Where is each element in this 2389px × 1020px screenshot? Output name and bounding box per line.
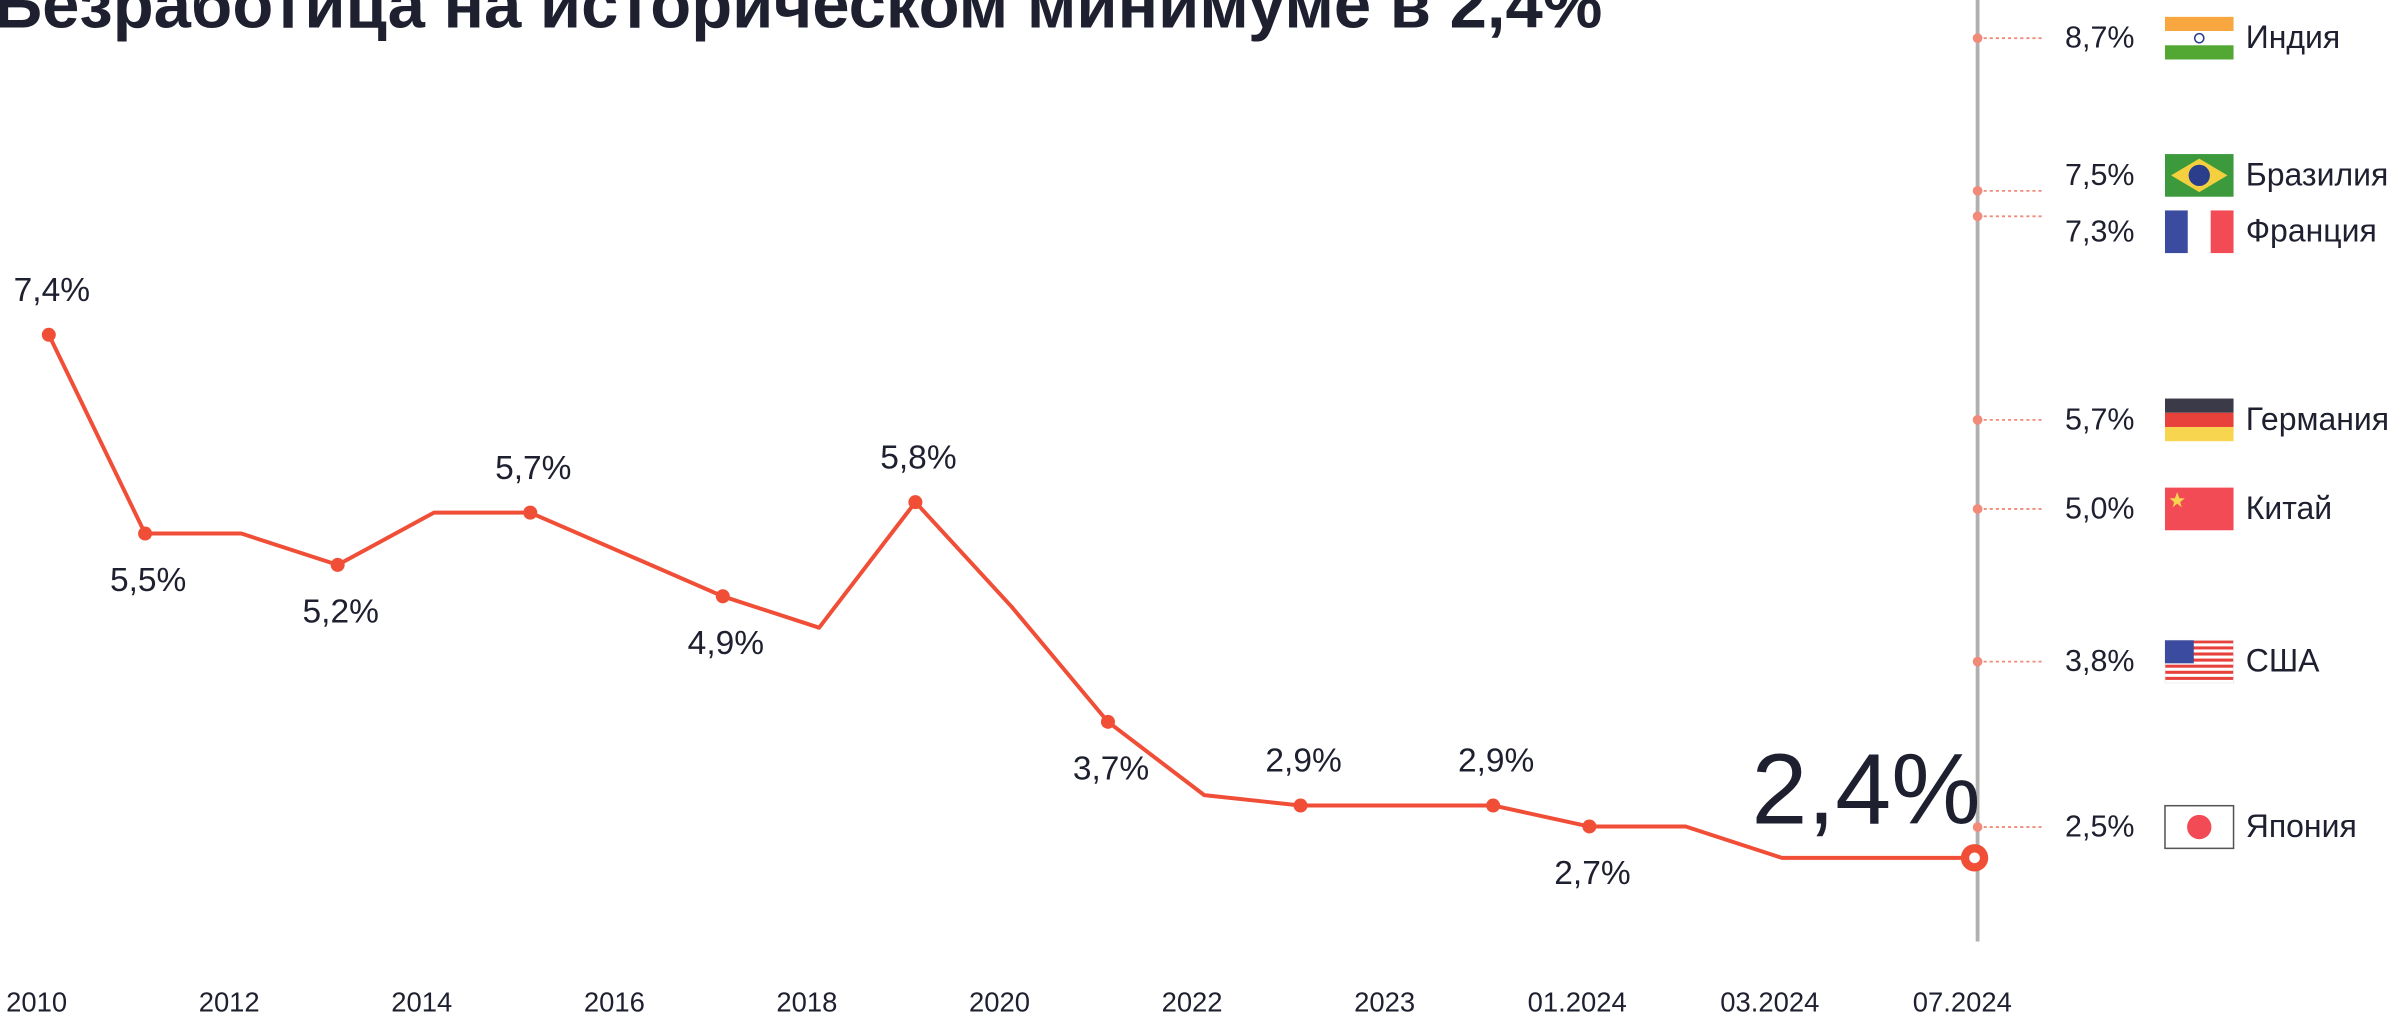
x-tick-label: 2020 (969, 986, 1030, 1017)
flag-part (2164, 670, 2234, 674)
flag-part (2164, 664, 2234, 668)
flag-part (2193, 32, 2205, 44)
line (47, 333, 1975, 860)
value-label: 5,0% (2065, 492, 2134, 526)
flag (2164, 639, 2234, 684)
flag-part (2164, 640, 2194, 664)
flag (2164, 487, 2234, 531)
flag-part (2188, 164, 2210, 187)
point (1972, 504, 1983, 514)
point (1582, 819, 1597, 834)
x-tick-label: 2012 (199, 986, 260, 1017)
x-tick-label: 2018 (776, 986, 837, 1017)
flag-part (2164, 676, 2234, 680)
country-label: Германия (2246, 401, 2389, 437)
flag-part (2164, 640, 2234, 644)
x-tick-label: 2016 (584, 986, 645, 1017)
flag-part (2187, 814, 2212, 840)
flag-part (2164, 412, 2234, 427)
point (523, 505, 538, 520)
flag (2164, 16, 2234, 60)
flag-part (2164, 658, 2234, 662)
x-tick-label: 2023 (1354, 986, 1415, 1017)
point (1972, 414, 1983, 425)
flag-part (2187, 210, 2211, 254)
flag-part (2210, 210, 2234, 254)
value-label: 5,2% (303, 594, 379, 631)
value-label: 4,9% (688, 625, 764, 662)
flag-part (2164, 398, 2234, 413)
value-label: 3,7% (1073, 750, 1149, 787)
country-label: Франция (2246, 213, 2377, 249)
flag-part (2164, 16, 2234, 32)
x-tick-label: 07.2024 (1913, 986, 2012, 1017)
value-label: 7,3% (2065, 214, 2134, 248)
point (1100, 714, 1115, 729)
point (908, 495, 923, 510)
x-tick-label: 01.2024 (1528, 986, 1627, 1017)
flag-part (2164, 45, 2234, 60)
flag-part (2164, 646, 2234, 650)
end-marker-center (1969, 852, 1980, 864)
x-tick-label: 2022 (1162, 986, 1223, 1017)
point (715, 589, 730, 604)
flag-part (2164, 487, 2234, 531)
country-label: Индия (2246, 19, 2341, 55)
flag-part (2164, 31, 2234, 46)
point (41, 327, 56, 342)
point (1972, 822, 1983, 832)
value-label: 5,7% (2065, 402, 2134, 436)
value-label: 5,5% (110, 562, 186, 599)
point (1972, 185, 1983, 196)
point (1486, 798, 1501, 813)
flag (2164, 154, 2234, 197)
flag (2164, 210, 2234, 254)
flag (2164, 398, 2234, 442)
point (1972, 211, 1983, 222)
value-label: 2,5% (2065, 810, 2134, 844)
flag-part (2169, 492, 2185, 508)
x-tick-label: 03.2024 (1720, 986, 1819, 1017)
value-label: 7,5% (2065, 158, 2134, 192)
country-label: Бразилия (2246, 156, 2389, 192)
value-label: 2,4% (1751, 733, 1980, 845)
value-label: 3,8% (2065, 644, 2134, 678)
point (1972, 656, 1983, 667)
point (138, 526, 153, 541)
point (1293, 798, 1308, 813)
value-label: 7,4% (14, 272, 90, 309)
flag-part (2164, 426, 2234, 442)
country-label: Япония (2246, 808, 2357, 844)
country-label: США (2246, 643, 2320, 679)
x-tick-label: 2010 (6, 986, 67, 1017)
value-label: 5,7% (495, 450, 571, 487)
flag-part (2164, 652, 2234, 656)
country-label: Китай (2246, 490, 2332, 526)
value-label: 8,7% (2065, 21, 2134, 55)
chart-title: Безработица на историческом минимуме в 2… (0, 0, 1602, 42)
point (1972, 33, 1983, 44)
x-tick-label: 2014 (391, 986, 452, 1017)
point (330, 557, 345, 572)
value-label: 5,8% (880, 439, 956, 476)
flag-part (2164, 210, 2188, 254)
value-label: 2,9% (1458, 743, 1534, 780)
flag (2164, 804, 2235, 850)
value-label: 2,9% (1265, 743, 1341, 780)
value-label: 2,7% (1554, 855, 1630, 892)
